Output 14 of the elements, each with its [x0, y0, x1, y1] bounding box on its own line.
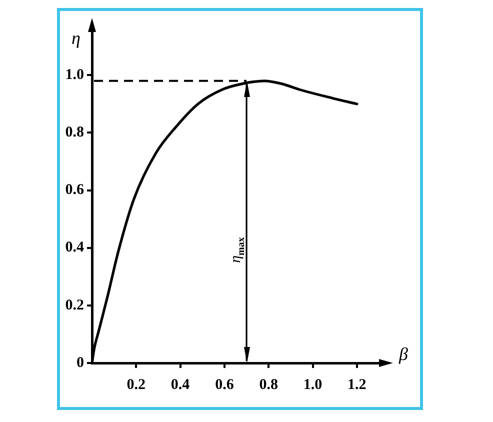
- x-tick-label: 0.8: [259, 376, 278, 393]
- x-tick-label: 1.0: [303, 376, 322, 393]
- x-tick-label: 1.2: [348, 376, 366, 393]
- y-tick-label: 0: [76, 354, 84, 371]
- y-tick-label: 0.6: [65, 182, 84, 198]
- y-tick-label: 0.4: [65, 240, 84, 256]
- x-axis-title: β: [399, 344, 408, 364]
- x-tick-label: 0.4: [170, 376, 190, 393]
- x-tick-label: 0.6: [215, 376, 234, 393]
- x-tick-label: 0.2: [126, 376, 146, 393]
- y-tick-label: 1.0: [65, 67, 84, 84]
- y-tick-label: 0.8: [65, 124, 84, 141]
- y-axis-title: η: [72, 28, 80, 48]
- y-tick-label: 0.2: [65, 297, 84, 314]
